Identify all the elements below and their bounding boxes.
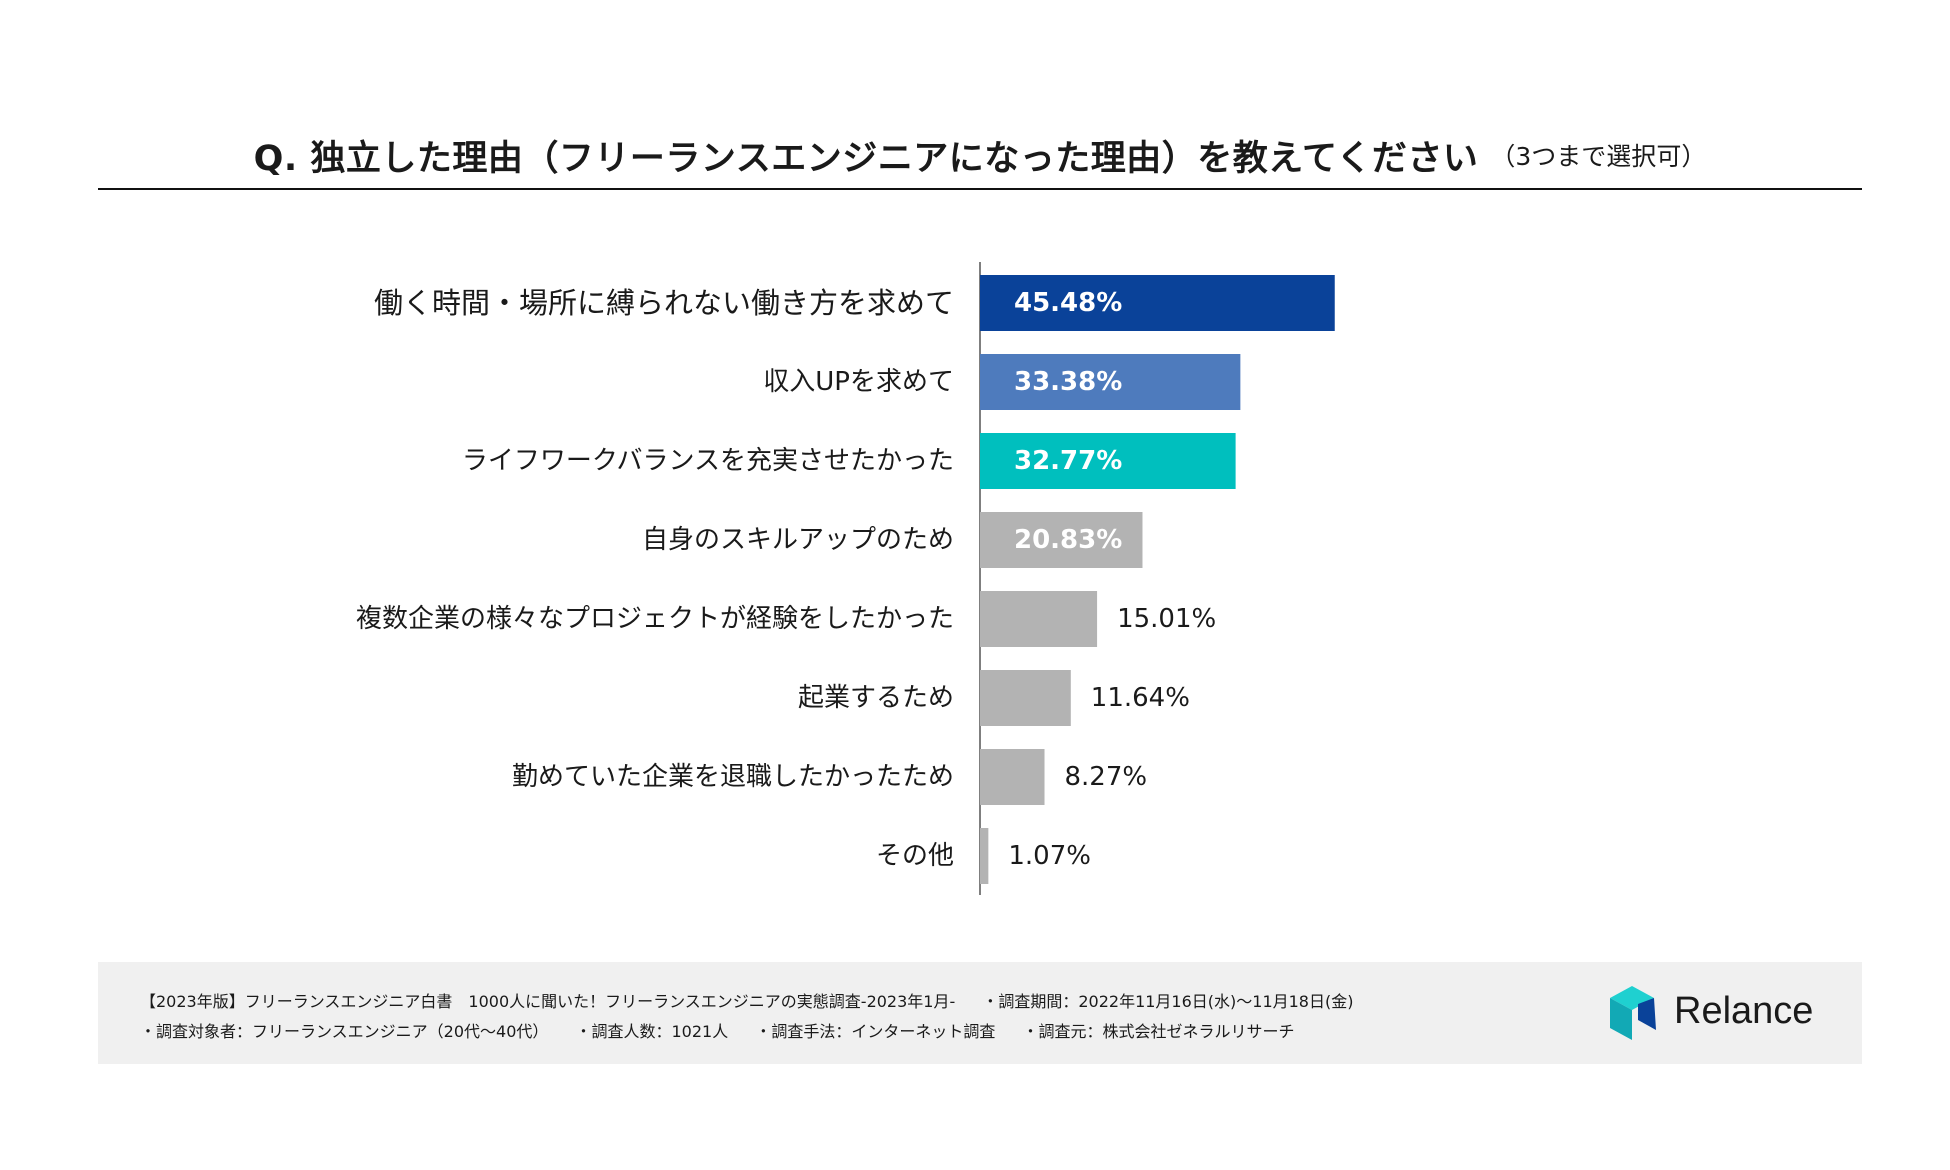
footer-period: ・調査期間：2022年11月16日(水)〜11月18日(金): [982, 992, 1354, 1011]
bar: [980, 828, 989, 884]
bar: [980, 591, 1098, 647]
bar: [980, 670, 1071, 726]
footer-method: ・調査手法：インターネット調査: [755, 1022, 996, 1041]
footer-count: ・調査人数：1021人: [575, 1022, 729, 1041]
bar: [980, 749, 1045, 805]
category-label: 働く時間・場所に縛られない働き方を求めて: [374, 286, 954, 320]
value-label: 8.27%: [1065, 762, 1148, 792]
value-label: 45.48%: [1014, 288, 1122, 318]
footer-target: ・調査対象者：フリーランスエンジニア（20代〜40代）: [140, 1022, 549, 1041]
category-label: 収入UPを求めて: [763, 367, 954, 397]
footer-line-1: 【2023年版】フリーランスエンジニア白書 1000人に聞いた！フリーランスエン…: [140, 988, 1375, 1012]
category-label: 複数企業の様々なプロジェクトが経験をしたかった: [356, 604, 954, 634]
footer-panel: 【2023年版】フリーランスエンジニア白書 1000人に聞いた！フリーランスエン…: [98, 962, 1862, 1064]
value-label: 32.77%: [1014, 446, 1122, 476]
bar: [980, 512, 1143, 568]
value-label: 1.07%: [1008, 841, 1091, 871]
value-label: 11.64%: [1091, 683, 1190, 713]
bar: [980, 354, 1241, 410]
category-label: ライフワークバランスを充実させたかった: [462, 446, 954, 476]
footer-line-2: ・調査対象者：フリーランスエンジニア（20代〜40代） ・調査人数：1021人 …: [140, 1018, 1316, 1042]
title-divider: [98, 188, 1862, 190]
bar: [980, 275, 1335, 331]
value-label: 15.01%: [1117, 604, 1216, 634]
footer-organizer: ・調査元：株式会社ゼネラルリサーチ: [1022, 1022, 1295, 1041]
footer-source: 【2023年版】フリーランスエンジニア白書 1000人に聞いた！フリーランスエン…: [140, 992, 956, 1011]
relance-logo-text: Relance: [1674, 990, 1814, 1032]
value-label: 20.83%: [1014, 525, 1122, 555]
category-label: 自身のスキルアップのため: [642, 525, 954, 555]
bar: [980, 433, 1236, 489]
relance-logo-icon: [1610, 986, 1656, 1040]
chart-title: Q. 独立した理由（フリーランスエンジニアになった理由）を教えてください （3つ…: [98, 122, 1862, 188]
chart-title-main: Q. 独立した理由（フリーランスエンジニアになった理由）を教えてください: [253, 138, 1479, 179]
category-label: 起業するため: [798, 683, 954, 713]
chart-title-note: （3つまで選択可）: [1490, 142, 1707, 171]
value-label: 33.38%: [1014, 367, 1122, 397]
category-label: 勤めていた企業を退職したかったため: [512, 762, 954, 792]
bar-chart: 働く時間・場所に縛られない働き方を求めて 45.48% 収入UPを求めて 33.38%…: [356, 262, 1335, 895]
category-label: その他: [876, 841, 954, 871]
